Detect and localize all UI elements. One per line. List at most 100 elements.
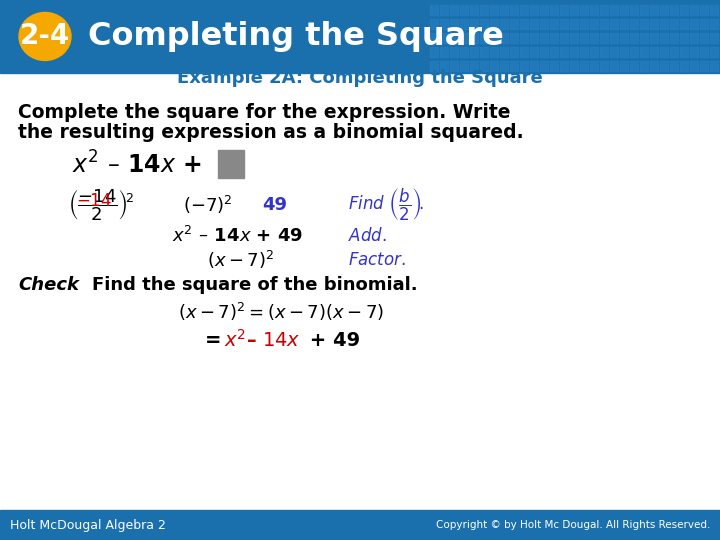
Bar [710,5,718,15]
Bar [650,33,658,43]
Bar [500,61,508,71]
Bar [710,47,718,57]
Bar [450,19,458,29]
Text: Holt McDougal Algebra 2: Holt McDougal Algebra 2 [10,518,166,531]
Bar [580,33,588,43]
Bar [570,33,578,43]
Bar [560,61,568,71]
Text: $x^2$: $x^2$ [224,329,246,351]
Bar [570,47,578,57]
Bar [610,61,618,71]
Bar [460,47,468,57]
Bar [570,19,578,29]
Bar [680,5,688,15]
Bar [680,47,688,57]
Bar [700,19,708,29]
Bar [660,61,668,71]
Text: $(x - 7)^2 = (x - 7)(x - 7)$: $(x - 7)^2 = (x - 7)(x - 7)$ [178,301,384,323]
Bar [430,33,438,43]
Bar [470,19,478,29]
Bar [540,5,548,15]
Bar [650,19,658,29]
Bar [530,61,538,71]
Bar [710,33,718,43]
Bar [670,33,678,43]
Bar [620,47,628,57]
Text: + 49: + 49 [303,330,360,349]
Bar [630,5,638,15]
Bar [490,47,498,57]
Bar [550,33,558,43]
Bar [550,47,558,57]
Bar [530,33,538,43]
Bar [610,19,618,29]
Bar [700,5,708,15]
Bar [440,61,448,71]
Bar [570,61,578,71]
Bar [600,61,608,71]
Bar [540,19,548,29]
Bar [570,5,578,15]
Bar [460,19,468,29]
Text: $\left(\dfrac{-14}{2}\right)^{\!2}$: $\left(\dfrac{-14}{2}\right)^{\!2}$ [68,187,135,223]
Bar [620,5,628,15]
Bar [450,33,458,43]
Bar [480,19,488,29]
Bar [0,0,720,73]
Bar [650,61,658,71]
Bar [660,19,668,29]
Bar [560,33,568,43]
Bar [630,19,638,29]
Bar [640,19,648,29]
Text: $\mathit{Find}\ \left(\dfrac{b}{2}\right)\!.$: $\mathit{Find}\ \left(\dfrac{b}{2}\right… [348,187,424,223]
Bar [620,19,628,29]
Text: 49: 49 [262,196,287,214]
Bar [510,47,518,57]
Bar [610,47,618,57]
Bar [480,33,488,43]
Bar [670,47,678,57]
Bar [490,33,498,43]
Bar [430,47,438,57]
Bar [510,19,518,29]
Bar [470,5,478,15]
Bar [700,33,708,43]
Bar [560,47,568,57]
Bar [670,5,678,15]
Bar [510,5,518,15]
Bar [700,47,708,57]
Bar [440,47,448,57]
Text: $-14$: $-14$ [76,192,112,210]
Bar [520,61,528,71]
Bar [640,61,648,71]
Text: Check: Check [18,276,79,294]
Bar [690,33,698,43]
Bar [480,47,488,57]
Bar [630,61,638,71]
Bar [670,61,678,71]
Bar [500,47,508,57]
Text: =: = [205,330,228,349]
Bar [490,61,498,71]
Bar [590,47,598,57]
Bar [690,5,698,15]
Text: Completing the Square: Completing the Square [88,21,504,52]
Bar [620,33,628,43]
Text: $x^2$ – 14$x$ +: $x^2$ – 14$x$ + [72,151,204,179]
Bar [560,5,568,15]
Bar [560,19,568,29]
Bar [660,33,668,43]
Bar [460,61,468,71]
Bar [500,5,508,15]
Text: $x^2$ – 14$x$ + 49: $x^2$ – 14$x$ + 49 [172,226,303,246]
Bar [480,5,488,15]
Bar [580,61,588,71]
Bar [610,33,618,43]
Bar [600,33,608,43]
Bar [450,61,458,71]
Bar [540,61,548,71]
Bar [710,19,718,29]
Bar [640,33,648,43]
Text: Find the square of the binomial.: Find the square of the binomial. [92,276,418,294]
Ellipse shape [19,12,71,60]
